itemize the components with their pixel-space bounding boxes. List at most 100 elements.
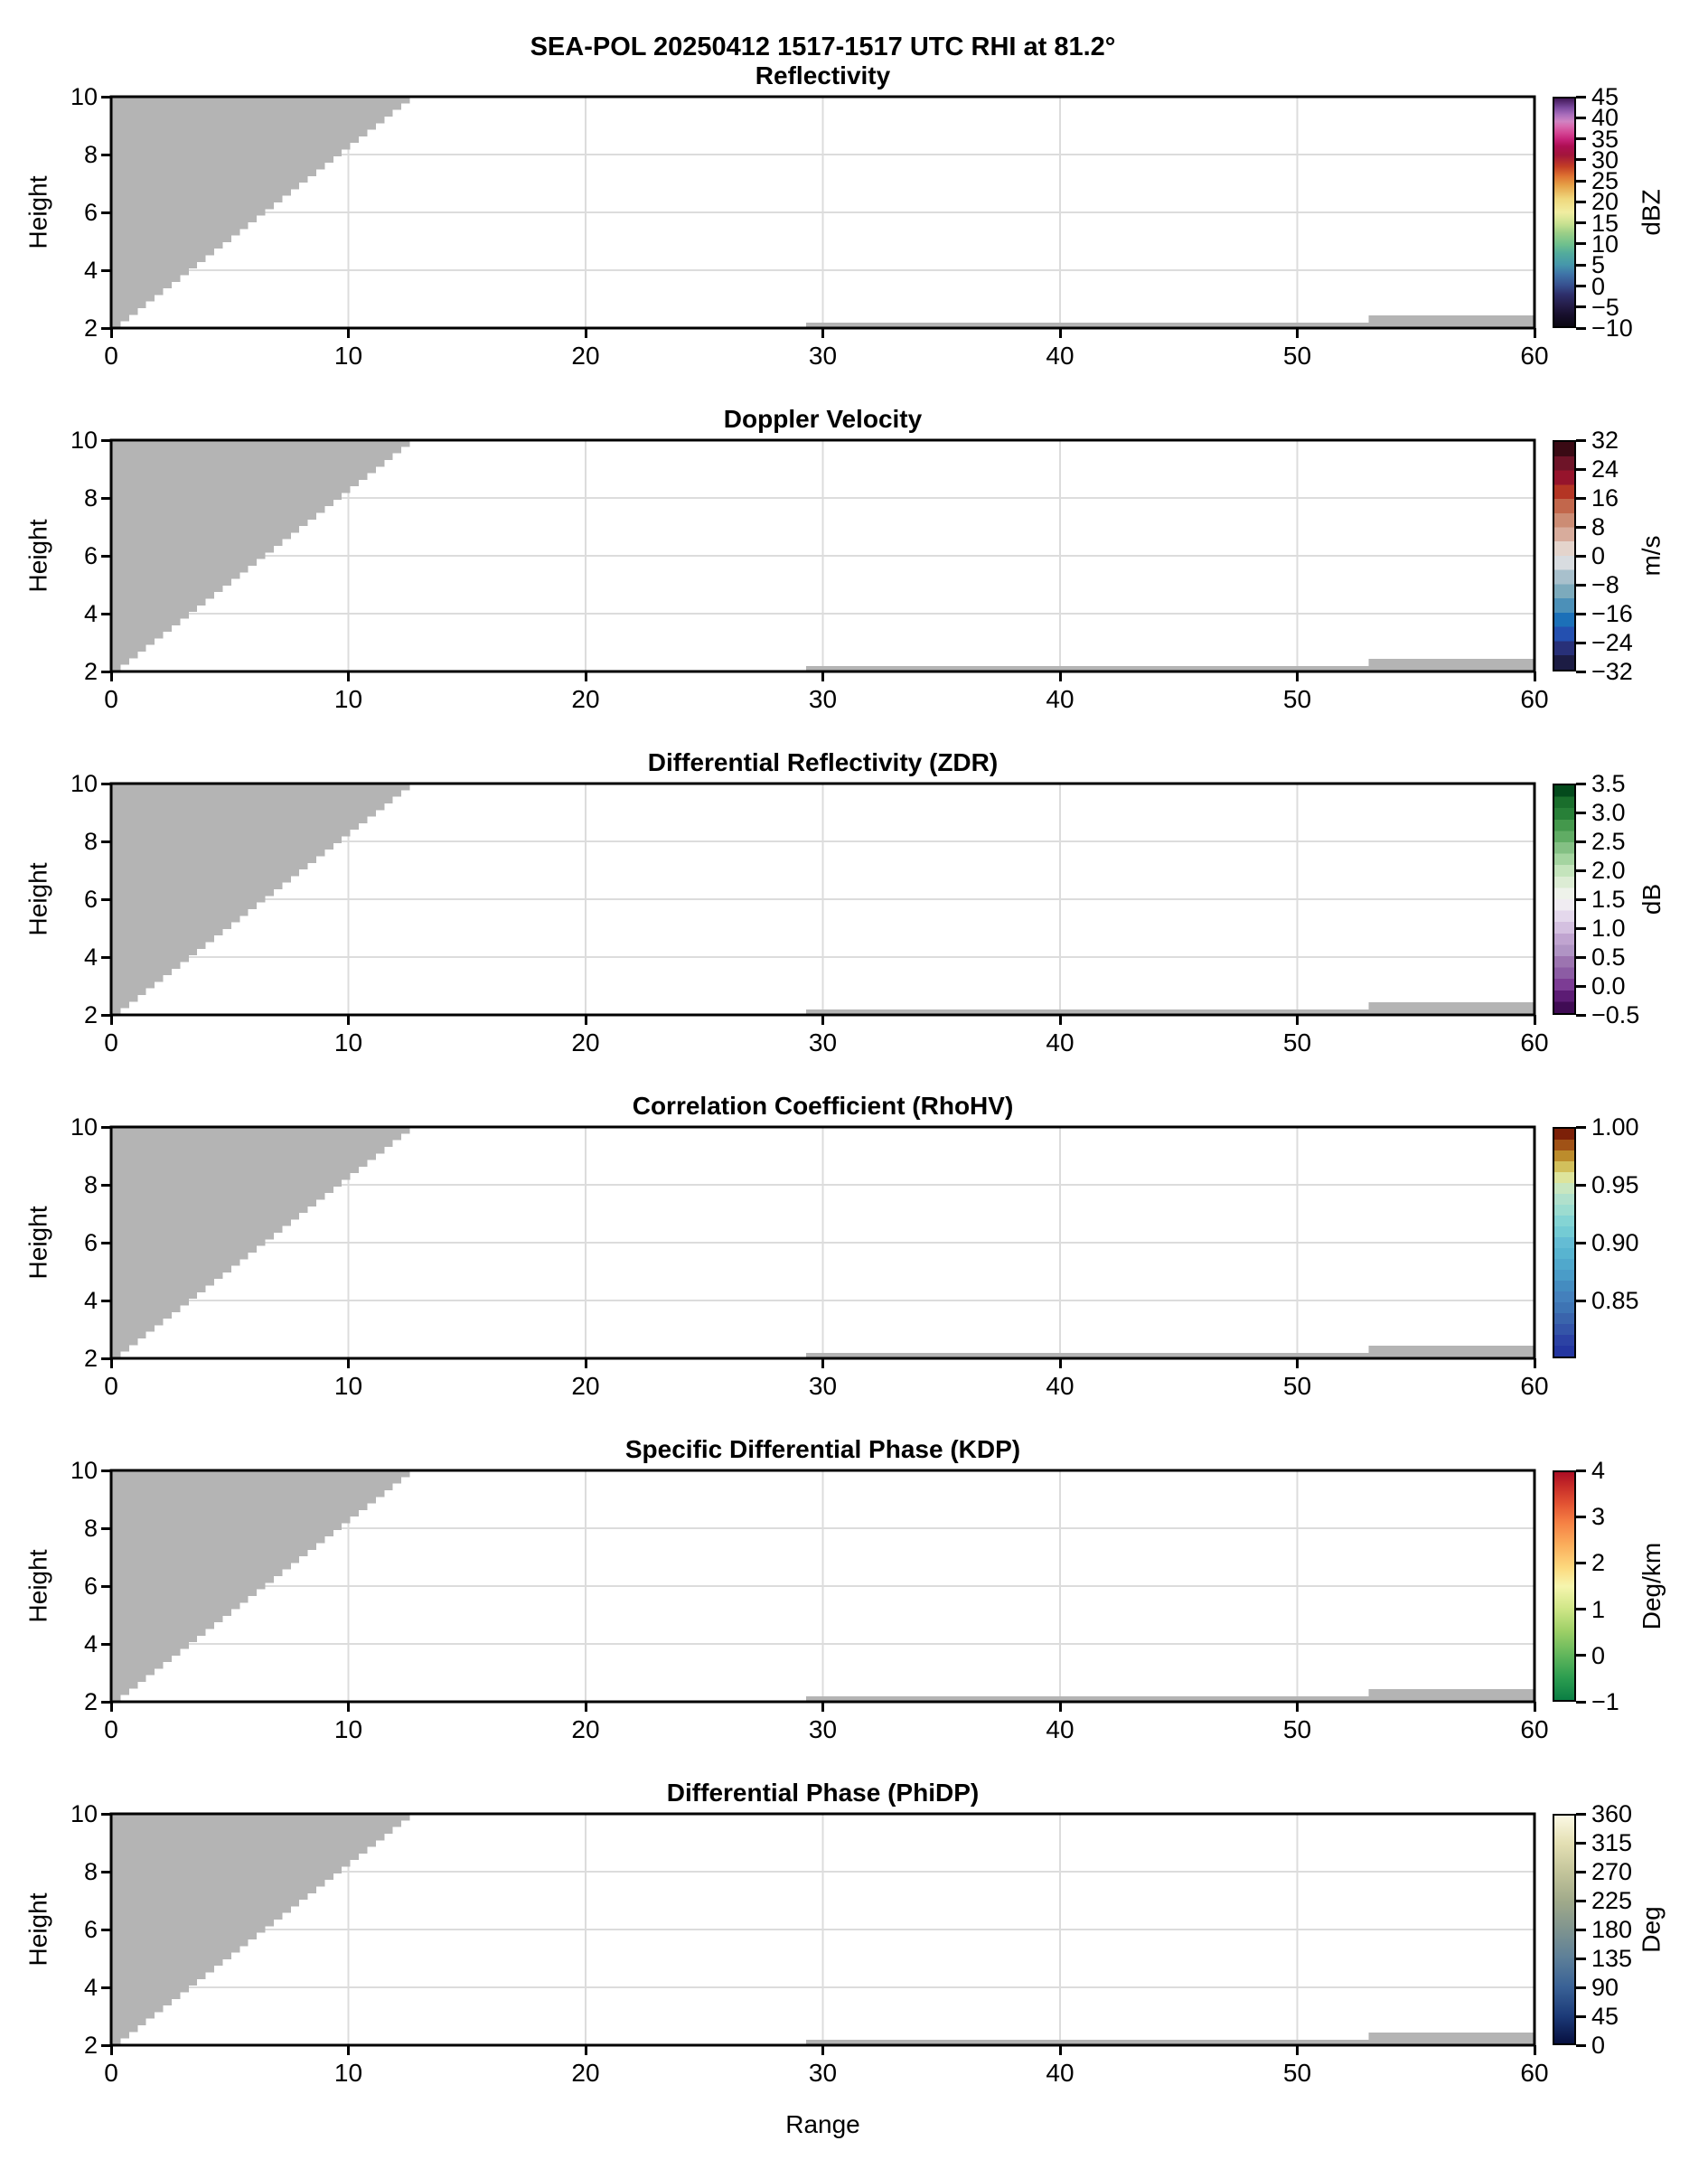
colorbar-tick-mark <box>1576 1957 1586 1960</box>
x-tick-label: 50 <box>1282 342 1312 370</box>
colorbar-tick-mark <box>1576 1013 1586 1017</box>
y-tick-mark <box>101 1986 111 1989</box>
colorbar-tick-label: 3 <box>1591 1503 1606 1531</box>
colorbar-tick-mark <box>1576 1700 1586 1704</box>
masked-strip <box>806 1695 1534 1702</box>
y-tick-mark <box>101 1183 111 1187</box>
y-tick-mark <box>101 1700 111 1704</box>
colorbar-tick-label: 135 <box>1591 1945 1633 1972</box>
y-tick-label: 4 <box>83 600 98 627</box>
masked-strip <box>806 665 1534 671</box>
masked-strip <box>1368 1001 1534 1015</box>
x-tick-label: 40 <box>1046 685 1075 713</box>
colorbar-tick-label: 25 <box>1591 167 1619 195</box>
masked-wedge <box>111 440 418 671</box>
colorbar-tick-label: 2.0 <box>1591 857 1626 884</box>
colorbar-tick-label: 1 <box>1591 1595 1606 1623</box>
y-tick-mark <box>101 95 111 99</box>
y-tick-label: 8 <box>83 828 98 855</box>
colorbar-tick-label: −24 <box>1591 629 1633 656</box>
y-tick-label: 4 <box>83 1974 98 2001</box>
x-tick-mark <box>1058 1702 1062 1712</box>
x-tick-mark <box>1296 1702 1299 1712</box>
colorbar-unit-label: Deg/km <box>1638 1542 1666 1630</box>
colorbar-differential-reflectivity-zdr <box>1553 784 1576 1015</box>
y-tick-mark <box>101 1928 111 1931</box>
y-tick-mark <box>101 153 111 156</box>
x-tick-label: 10 <box>333 685 363 713</box>
colorbar-tick-mark <box>1576 221 1586 225</box>
colorbar-tick-mark <box>1576 285 1586 287</box>
colorbar-unit-label: Deg <box>1638 1906 1666 1953</box>
colorbar-reflectivity <box>1553 97 1576 328</box>
colorbar-unit-box: dB <box>1625 784 1679 1015</box>
colorbar-tick-mark <box>1576 1515 1586 1518</box>
y-tick-label: 8 <box>83 484 98 512</box>
x-tick-mark <box>1533 328 1536 338</box>
colorbar-tick-mark <box>1576 1608 1586 1611</box>
y-tick-mark <box>101 1299 111 1302</box>
y-tick-mark <box>101 955 111 959</box>
colorbar-tick-label: 8 <box>1591 513 1606 540</box>
colorbar-tick-label: 5 <box>1591 251 1606 279</box>
x-tick-label: 30 <box>808 1372 838 1400</box>
x-tick-mark <box>584 1015 587 1025</box>
colorbar-tick-mark <box>1576 158 1586 162</box>
y-tick-label: 6 <box>83 199 98 226</box>
x-tick-label: 10 <box>333 342 363 370</box>
x-tick-mark <box>109 1358 113 1368</box>
y-tick-label: 8 <box>83 1515 98 1542</box>
colorbar-tick-label: 20 <box>1591 188 1619 216</box>
y-tick-mark <box>101 1870 111 1873</box>
masked-wedge <box>111 1127 418 1358</box>
colorbar-tick-mark <box>1576 496 1586 500</box>
colorbar-tick-label: 24 <box>1591 455 1619 483</box>
x-tick-mark <box>1058 671 1062 681</box>
plot-svg <box>109 438 1536 673</box>
colorbar-tick-mark <box>1576 1183 1586 1187</box>
masked-wedge <box>111 784 418 1015</box>
colorbar-tick-mark <box>1576 1928 1586 1931</box>
x-tick-label: 20 <box>571 1372 600 1400</box>
x-tick-mark <box>821 2045 824 2055</box>
x-tick-label: 20 <box>571 2059 600 2087</box>
masked-strip <box>806 2039 1534 2045</box>
panel-differential-reflectivity-zdr: Differential Reflectivity (ZDR) Height 10 8… <box>0 747 1708 1091</box>
masked-strip <box>1368 315 1534 328</box>
plot-area <box>109 1469 1536 1704</box>
x-tick-label: 0 <box>104 1028 118 1056</box>
y-tick-label: 8 <box>83 1171 98 1198</box>
colorbar-tick-label: 180 <box>1591 1916 1633 1943</box>
colorbar-tick-mark <box>1576 1812 1586 1816</box>
colorbar-tick-mark <box>1576 242 1586 246</box>
x-tick-label: 30 <box>808 1028 838 1056</box>
colorbar-tick-mark <box>1576 670 1586 673</box>
colorbar-tick-label: 0 <box>1591 1641 1606 1669</box>
plot-area <box>109 95 1536 330</box>
colorbar-tick-label: 0.90 <box>1591 1229 1639 1256</box>
colorbar-tick-mark <box>1576 869 1586 872</box>
x-tick-mark <box>584 1702 587 1712</box>
colorbar-unit-label: dBZ <box>1637 189 1666 236</box>
x-tick-label: 30 <box>808 685 838 713</box>
y-tick-label: 6 <box>83 1573 98 1600</box>
y-tick-mark <box>101 1469 111 1472</box>
y-tick-label: 6 <box>83 886 98 913</box>
x-tick-label: 50 <box>1282 1715 1312 1743</box>
y-tick-mark <box>101 670 111 673</box>
colorbar-tick-mark <box>1576 438 1586 442</box>
x-tick-mark <box>821 1015 824 1025</box>
x-tick-mark <box>584 328 587 338</box>
y-tick-label: 6 <box>83 1916 98 1943</box>
colorbar-tick-mark <box>1576 116 1586 119</box>
colorbar-tick-label: 1.5 <box>1591 886 1626 913</box>
colorbar-tick-label: 225 <box>1591 1887 1633 1914</box>
colorbar-tick-mark <box>1576 554 1586 558</box>
colorbar-tick-mark <box>1576 1299 1586 1302</box>
colorbar-tick-label: 3.0 <box>1591 799 1626 826</box>
colorbar-tick-label: 10 <box>1591 230 1619 258</box>
x-tick-label: 20 <box>571 342 600 370</box>
x-tick-mark <box>1058 2045 1062 2055</box>
x-tick-label: 10 <box>333 1372 363 1400</box>
x-axis-label: Range <box>785 2110 860 2138</box>
